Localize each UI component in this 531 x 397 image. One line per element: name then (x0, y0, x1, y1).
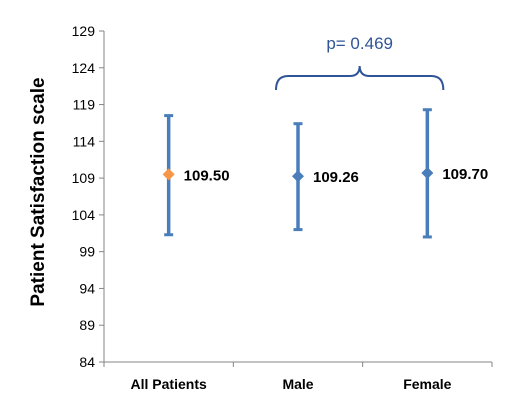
x-tick-label: All Patients (131, 376, 207, 392)
data-point (162, 168, 175, 181)
x-tick-label: Female (403, 376, 451, 392)
data-point (292, 170, 304, 183)
y-tick-label: 124 (72, 60, 96, 76)
bracket-line (275, 65, 445, 91)
axes: 84 89 94 99 104 109 114 119 124 129 All Patients Ma… (72, 23, 493, 392)
y-tick-label: 89 (79, 317, 95, 333)
y-tick-label: 99 (79, 244, 95, 260)
x-tick-label: Male (282, 376, 313, 392)
y-tick-label: 109 (72, 170, 96, 186)
y-tick-label: 119 (73, 97, 96, 113)
y-tick-label: 84 (79, 354, 95, 370)
y-axis-label: Patient Satisfaction scale (28, 77, 49, 306)
y-tick-label: 129 (72, 23, 96, 39)
data-label: 109.70 (442, 166, 488, 183)
data-point (421, 166, 434, 179)
p-value-annotation: p= 0.469 (326, 34, 393, 53)
data-label: 109.26 (313, 169, 359, 186)
significance-bracket: p= 0.469 (275, 34, 445, 91)
y-tick-label: 114 (73, 133, 96, 149)
data-label: 109.50 (184, 167, 230, 184)
y-tick-label: 94 (79, 280, 95, 296)
y-tick-label: 104 (72, 207, 96, 223)
plot-area: 109.50 109.26 109.70 (162, 108, 488, 239)
